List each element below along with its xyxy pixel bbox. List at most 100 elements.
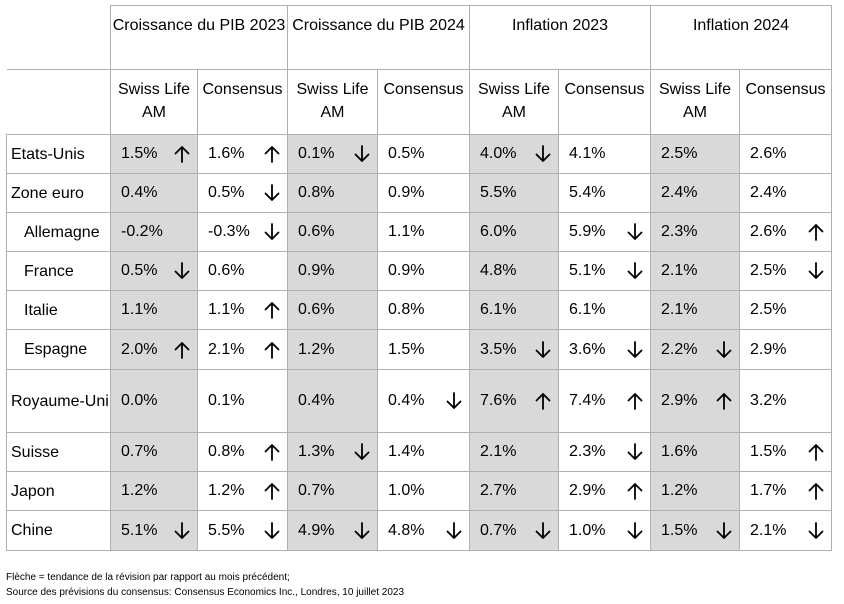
value-text: 4.9%	[298, 521, 335, 539]
value-text: 2.9%	[750, 340, 787, 358]
table-row: France 0.5% 0.6% 0.9% 0.9% 4.8% 5.1% 2.1% 2.5%	[6, 251, 832, 291]
value-text: 0.8%	[298, 184, 335, 201]
consensus-value-cell: 2.6%	[739, 212, 832, 252]
value-text: 0.6%	[298, 223, 335, 240]
swisslife-value-cell: 0.6%	[287, 212, 378, 252]
value-text: 1.0%	[388, 482, 425, 499]
swisslife-value-cell: 0.0%	[110, 369, 198, 433]
consensus-value-cell: 1.2%	[197, 471, 288, 511]
arrow-down-icon	[716, 340, 732, 358]
consensus-value-cell: 2.6%	[739, 134, 832, 174]
table-row: Allemagne -0.2% -0.3% 0.6% 1.1% 6.0% 5.9% 2.3% 2…	[6, 212, 832, 252]
arrow-down-icon	[716, 521, 732, 539]
value-text: 3.6%	[569, 340, 606, 358]
swisslife-value-cell: 1.6%	[650, 432, 740, 472]
value-text: 1.5%	[388, 340, 425, 358]
swisslife-value-cell: 0.9%	[287, 251, 378, 291]
value-text: 6.1%	[480, 301, 517, 318]
value-text: 1.2%	[298, 340, 335, 358]
consensus-value-cell: 5.4%	[558, 173, 651, 213]
value-text: 2.6%	[750, 145, 787, 162]
swisslife-value-cell: 1.2%	[287, 329, 378, 370]
arrow-up-icon	[264, 483, 280, 500]
value-text: 2.4%	[750, 184, 787, 201]
consensus-value-cell: 1.0%	[377, 471, 470, 511]
swisslife-value-cell: 2.7%	[469, 471, 559, 511]
arrow-down-icon	[627, 262, 643, 279]
sub-header-swisslife: Swiss Life AM	[110, 69, 198, 135]
arrow-down-icon	[354, 521, 370, 539]
consensus-value-cell: -0.3%	[197, 212, 288, 252]
value-text: 2.9%	[569, 482, 606, 499]
country-label: Zone euro	[6, 173, 111, 213]
consensus-value-cell: 2.1%	[197, 329, 288, 370]
country-label: Italie	[6, 290, 111, 330]
value-text: 2.0%	[121, 340, 158, 358]
arrow-down-icon	[627, 443, 643, 460]
value-text: 1.5%	[750, 443, 787, 460]
swisslife-value-cell: 6.0%	[469, 212, 559, 252]
consensus-value-cell: 5.5%	[197, 510, 288, 551]
value-text: 1.1%	[208, 301, 245, 318]
swisslife-value-cell: 2.2%	[650, 329, 740, 370]
arrow-down-icon	[354, 145, 370, 162]
table-row: Zone euro 0.4% 0.5% 0.8% 0.9% 5.5% 5.4% 2.4% 2.4…	[6, 173, 832, 213]
arrow-down-icon	[808, 262, 824, 279]
sub-header-swisslife: Swiss Life AM	[469, 69, 559, 135]
swisslife-value-cell: 6.1%	[469, 290, 559, 330]
table-body: Etats-Unis 1.5% 1.6% 0.1% 0.5% 4.0% 4.1% 2.5% 2.…	[6, 134, 832, 551]
country-label: Japon	[6, 471, 111, 511]
country-label: Chine	[6, 510, 111, 551]
consensus-value-cell: 0.9%	[377, 173, 470, 213]
value-text: 2.6%	[750, 223, 787, 240]
arrow-down-icon	[446, 521, 462, 539]
arrow-up-icon	[264, 444, 280, 461]
consensus-value-cell: 6.1%	[558, 290, 651, 330]
consensus-value-cell: 2.4%	[739, 173, 832, 213]
value-text: 6.1%	[569, 301, 606, 318]
arrow-down-icon	[354, 443, 370, 460]
consensus-value-cell: 0.5%	[377, 134, 470, 174]
swisslife-value-cell: 0.7%	[287, 471, 378, 511]
swisslife-value-cell: 0.7%	[110, 432, 198, 472]
forecast-table: Croissance du PIB 2023 Croissance du PIB…	[6, 5, 832, 551]
consensus-value-cell: 2.5%	[739, 251, 832, 291]
swisslife-value-cell: 2.9%	[650, 369, 740, 433]
value-text: 7.4%	[569, 392, 606, 409]
arrow-down-icon	[446, 392, 462, 409]
value-text: 4.0%	[480, 145, 517, 162]
consensus-value-cell: 0.8%	[197, 432, 288, 472]
value-text: 1.4%	[388, 443, 425, 460]
consensus-value-cell: 0.9%	[377, 251, 470, 291]
value-text: 0.8%	[208, 443, 245, 460]
group-header-gdp-2024: Croissance du PIB 2024	[287, 5, 470, 70]
value-text: 2.1%	[480, 443, 517, 460]
arrow-up-icon	[716, 393, 732, 410]
value-text: 2.3%	[661, 223, 698, 240]
swisslife-value-cell: -0.2%	[110, 212, 198, 252]
footnote-arrow-legend: Flèche = tendance de la révision par rap…	[6, 572, 290, 583]
swisslife-value-cell: 0.7%	[469, 510, 559, 551]
swisslife-value-cell: 0.4%	[287, 369, 378, 433]
value-text: 2.2%	[661, 340, 698, 358]
value-text: 2.1%	[661, 262, 698, 279]
value-text: 0.5%	[121, 262, 158, 279]
consensus-value-cell: 2.9%	[558, 471, 651, 511]
arrow-up-icon	[808, 483, 824, 500]
value-text: 2.1%	[750, 521, 787, 539]
consensus-value-cell: 2.1%	[739, 510, 832, 551]
value-text: 1.2%	[121, 482, 158, 499]
value-text: 1.1%	[388, 223, 425, 240]
arrow-down-icon	[808, 521, 824, 539]
arrow-up-icon	[808, 224, 824, 241]
consensus-value-cell: 4.1%	[558, 134, 651, 174]
swisslife-value-cell: 2.5%	[650, 134, 740, 174]
value-text: 0.9%	[298, 262, 335, 279]
value-text: 1.1%	[121, 301, 158, 318]
consensus-value-cell: 5.1%	[558, 251, 651, 291]
value-text: 1.6%	[208, 145, 245, 162]
arrow-down-icon	[535, 340, 551, 358]
sub-header-consensus: Consensus	[197, 69, 288, 135]
value-text: 5.5%	[480, 184, 517, 201]
consensus-value-cell: 1.0%	[558, 510, 651, 551]
